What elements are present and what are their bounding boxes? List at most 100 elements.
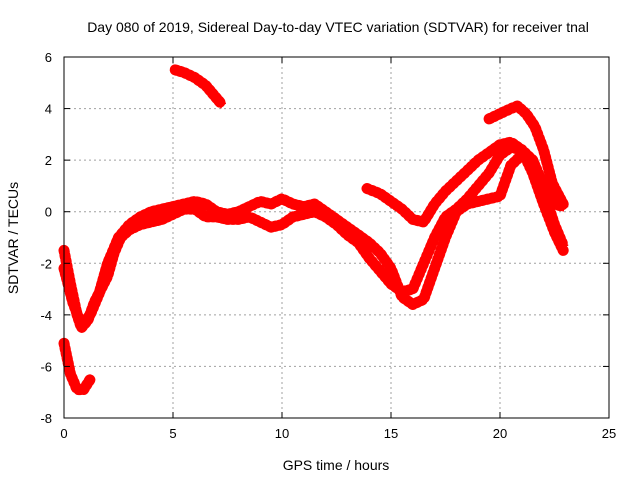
data-point [549, 219, 560, 230]
data-point [157, 214, 168, 225]
data-point [396, 291, 407, 302]
data-point [211, 93, 222, 104]
data-point [266, 222, 277, 233]
data-point [67, 296, 78, 307]
data-point [200, 80, 211, 91]
y-tick-label: 4 [45, 102, 52, 117]
data-point [527, 155, 538, 166]
data-point [364, 237, 375, 248]
data-point [277, 219, 287, 230]
data-point [189, 72, 200, 83]
data-point [484, 147, 495, 158]
data-point [211, 206, 222, 217]
data-point [538, 180, 549, 191]
data-point [331, 214, 342, 225]
data-point [277, 193, 287, 204]
series-track-b [58, 141, 569, 334]
data-point [85, 374, 96, 385]
x-tick-label: 5 [169, 426, 176, 441]
data-series-group [58, 64, 569, 396]
data-point [440, 186, 451, 197]
data-point [407, 299, 418, 310]
y-tick-label: -2 [40, 256, 52, 271]
data-point [93, 289, 104, 300]
data-point [102, 258, 113, 269]
data-point [473, 180, 484, 191]
data-point [170, 64, 181, 75]
data-point [255, 196, 266, 207]
data-point [200, 198, 211, 209]
data-point [505, 160, 516, 171]
data-point [342, 222, 353, 233]
data-point [516, 144, 527, 155]
data-point [255, 217, 266, 228]
data-point [429, 263, 440, 274]
data-point [146, 206, 157, 217]
x-tick-label: 25 [602, 426, 616, 441]
data-point [244, 201, 255, 212]
data-point [558, 240, 569, 251]
data-point [440, 232, 451, 243]
data-point [362, 183, 373, 194]
y-tick-label: -8 [40, 411, 52, 426]
series-track-c [58, 149, 569, 331]
chart-title: Day 080 of 2019, Sidereal Day-to-day VTE… [87, 19, 589, 35]
data-point [266, 198, 277, 209]
plot-frame [63, 56, 610, 419]
data-point [85, 309, 96, 320]
data-point [418, 258, 429, 269]
data-point [287, 198, 298, 209]
data-point [505, 137, 516, 148]
data-point [407, 214, 418, 225]
y-tick-label: 2 [45, 153, 52, 168]
data-point [462, 198, 473, 209]
data-point [124, 219, 135, 230]
y-axis-label: SDTVAR / TECUs [5, 182, 21, 294]
data-point [76, 320, 87, 331]
data-point [538, 144, 549, 155]
data-point [495, 191, 505, 202]
x-tick-label: 20 [493, 426, 507, 441]
data-point [396, 204, 407, 215]
data-point [429, 232, 440, 243]
data-point [189, 196, 200, 207]
series-track-a [58, 337, 96, 396]
data-point [529, 121, 540, 132]
data-point [386, 263, 396, 274]
y-tick-label: 6 [45, 50, 52, 65]
x-axis-label: GPS time / hours [283, 457, 390, 473]
data-point [135, 211, 146, 222]
series-track-f [169, 64, 227, 109]
data-point [157, 204, 168, 215]
data-point [287, 211, 298, 222]
data-point [200, 211, 211, 222]
series-track-d [361, 136, 569, 228]
data-point [484, 193, 495, 204]
data-point [309, 198, 320, 209]
y-tick-label: -6 [40, 359, 52, 374]
data-point [429, 198, 440, 209]
data-point [178, 198, 189, 209]
data-point [505, 103, 516, 114]
data-point [495, 149, 505, 160]
data-point [521, 108, 532, 119]
data-point [547, 178, 558, 189]
data-point [407, 284, 418, 295]
data-point [375, 266, 386, 277]
axis-ticks: 0 5 10 15 20 25 -8 -6 -4 -2 0 2 4 6 [40, 50, 616, 441]
data-point [386, 196, 396, 207]
data-point [364, 253, 375, 264]
data-point [353, 229, 364, 240]
data-point [113, 232, 124, 243]
data-point [473, 196, 484, 207]
data-point [146, 217, 157, 228]
data-point [451, 175, 462, 186]
series-markers [58, 141, 569, 334]
data-point [495, 108, 505, 119]
x-tick-label: 15 [384, 426, 398, 441]
data-point [484, 113, 495, 124]
data-point [495, 139, 505, 150]
data-point [215, 98, 226, 109]
data-point [558, 198, 569, 209]
data-point [375, 247, 386, 258]
